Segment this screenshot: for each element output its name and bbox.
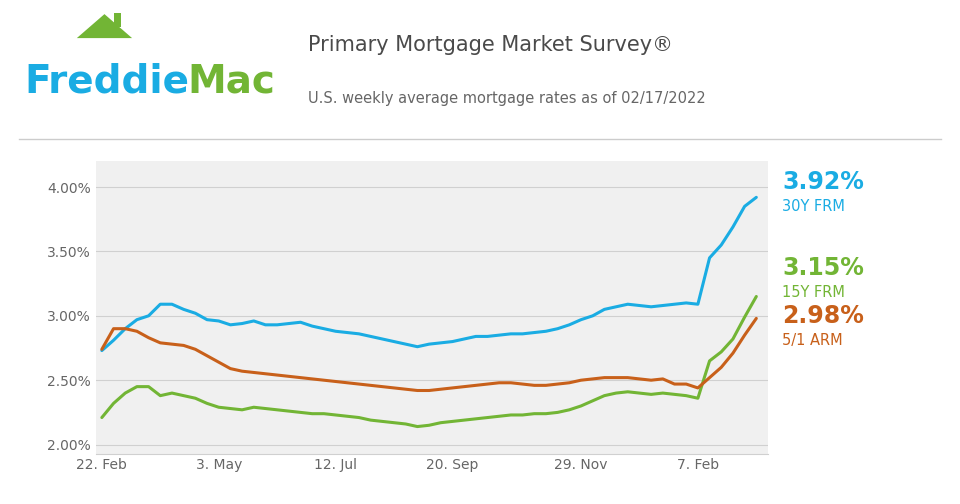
Text: Mac: Mac: [187, 63, 276, 101]
Text: Freddie: Freddie: [25, 63, 189, 101]
Text: 15Y FRM: 15Y FRM: [782, 285, 845, 300]
Text: 30Y FRM: 30Y FRM: [782, 199, 845, 214]
Text: 5/1 ARM: 5/1 ARM: [782, 333, 843, 348]
Text: 2.98%: 2.98%: [782, 304, 864, 328]
Text: Primary Mortgage Market Survey®: Primary Mortgage Market Survey®: [307, 35, 673, 55]
Text: U.S. weekly average mortgage rates as of 02/17/2022: U.S. weekly average mortgage rates as of…: [307, 91, 706, 106]
Text: 3.15%: 3.15%: [782, 257, 864, 281]
Text: 3.92%: 3.92%: [782, 170, 864, 194]
Polygon shape: [113, 13, 121, 27]
Polygon shape: [77, 14, 132, 38]
